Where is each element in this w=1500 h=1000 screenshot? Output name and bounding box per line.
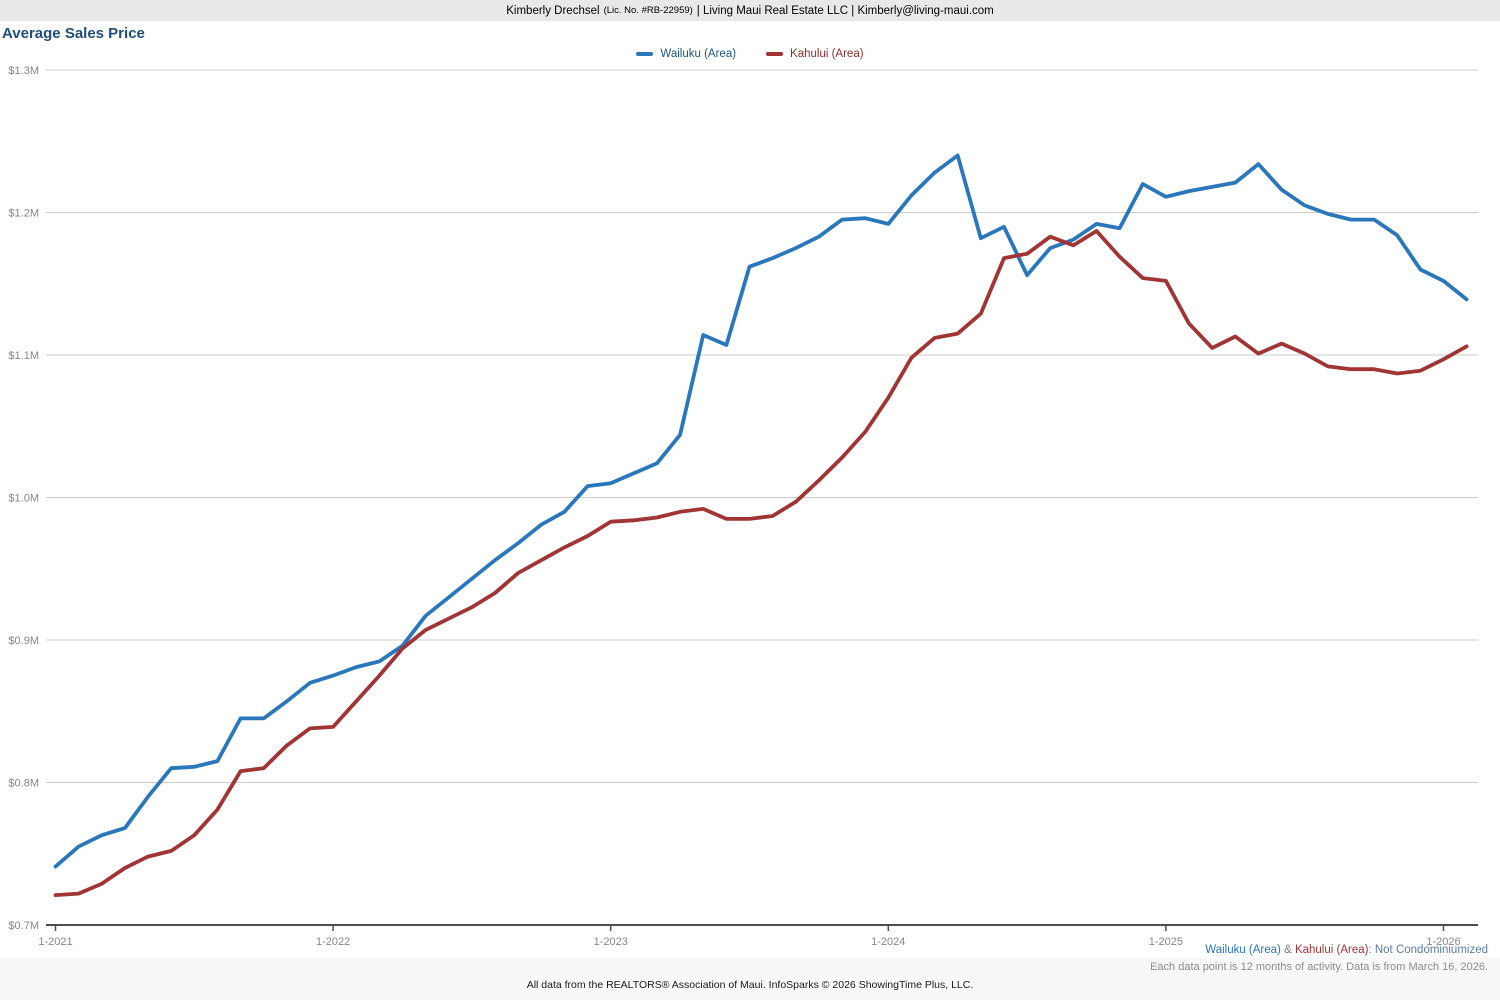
series-note-ampersand: & <box>1280 944 1295 956</box>
header-bar: Kimberly Drechsel (Lic. No. #RB-22959) |… <box>0 0 1500 21</box>
legend-item-wailuku[interactable]: Wailuku (Area) <box>636 48 736 60</box>
legend-label-wailuku: Wailuku (Area) <box>660 48 737 60</box>
svg-text:1-2025: 1-2025 <box>1149 936 1183 948</box>
attribution-note: All data from the REALTORS® Association … <box>526 979 974 991</box>
svg-text:$1.3M: $1.3M <box>8 65 39 77</box>
svg-text:1-2022: 1-2022 <box>316 936 350 948</box>
data-point-note: Each data point is 12 months of activity… <box>1150 961 1488 973</box>
svg-text:1-2026: 1-2026 <box>1426 936 1460 948</box>
footer-band <box>0 958 1500 1000</box>
series-note-kahului: Kahului (Area) <box>1294 944 1369 956</box>
wailuku-line-swatch <box>636 52 654 56</box>
agent-name: Kimberly Drechsel <box>506 4 600 17</box>
svg-text:1-2021: 1-2021 <box>38 936 72 948</box>
svg-text:$0.8M: $0.8M <box>8 778 39 790</box>
agent-license: (Lic. No. #RB-22959) <box>603 5 693 16</box>
svg-text:$0.9M: $0.9M <box>8 635 39 647</box>
agent-company-contact: | Living Maui Real Estate LLC | Kimberly… <box>696 4 994 17</box>
series-note-status: : Not Condominiumized <box>1368 944 1488 956</box>
svg-text:$0.7M: $0.7M <box>8 920 39 932</box>
legend: Wailuku (Area) Kahului (Area) <box>0 46 1500 62</box>
legend-item-kahului[interactable]: Kahului (Area) <box>766 48 864 60</box>
series-note: Wailuku (Area) & Kahului (Area): Not Con… <box>1205 944 1488 956</box>
series-note-wailuku: Wailuku (Area) <box>1205 944 1281 956</box>
svg-text:$1.1M: $1.1M <box>8 350 39 362</box>
svg-text:1-2024: 1-2024 <box>871 936 905 948</box>
svg-text:$1.2M: $1.2M <box>8 208 39 220</box>
kahului-line-swatch <box>766 52 784 56</box>
svg-text:$1.0M: $1.0M <box>8 493 39 505</box>
legend-label-kahului: Kahului (Area) <box>790 48 864 60</box>
average-sales-price-line-chart[interactable]: $0.7M $0.8M $0.9M $1.0M $1.1M $1.2M $1.3M 1-202… <box>0 0 1500 950</box>
svg-text:1-2023: 1-2023 <box>594 936 628 948</box>
page-title: Average Sales Price <box>2 25 145 42</box>
